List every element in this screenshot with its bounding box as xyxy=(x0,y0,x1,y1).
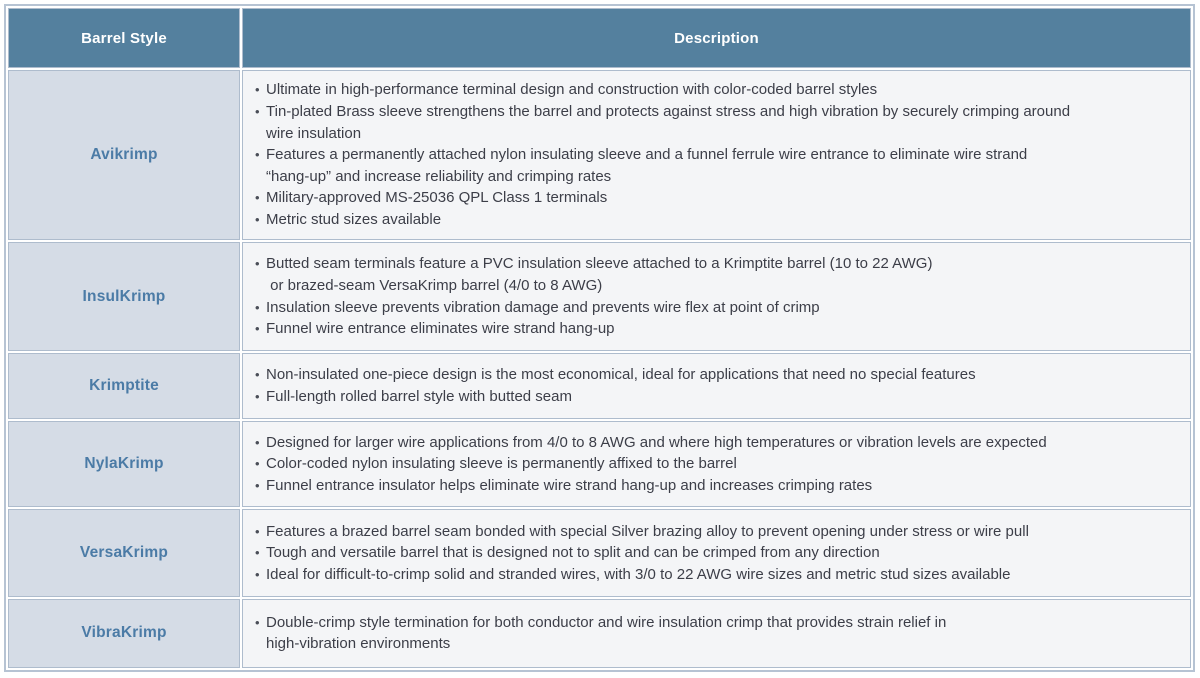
table-row-insulkrimp: InsulKrimp Butted seam terminals feature… xyxy=(8,241,1191,352)
bullet-item: Funnel entrance insulator helps eliminat… xyxy=(253,475,1180,497)
barrel-style-description: Double-crimp style termination for both … xyxy=(242,598,1191,668)
bullet-item: Features a brazed barrel seam bonded wit… xyxy=(253,521,1180,543)
barrel-style-name: NylaKrimp xyxy=(8,420,240,508)
bullet-item: Metric stud sizes available xyxy=(253,209,1180,231)
bullet-item: Military-approved MS-25036 QPL Class 1 t… xyxy=(253,187,1180,209)
bullet-item: Ideal for difficult-to-crimp solid and s… xyxy=(253,564,1180,586)
barrel-style-name: InsulKrimp xyxy=(8,241,240,352)
bullet-item: Tough and versatile barrel that is desig… xyxy=(253,542,1180,564)
bullet-item: Ultimate in high-performance terminal de… xyxy=(253,79,1180,101)
table-row-nylakrimp: NylaKrimp Designed for larger wire appli… xyxy=(8,420,1191,508)
bullet-item: Butted seam terminals feature a PVC insu… xyxy=(253,253,1180,296)
barrel-style-name: Krimptite xyxy=(8,353,240,419)
table-header-row: Barrel Style Description xyxy=(8,8,1191,68)
bullet-item: Features a permanently attached nylon in… xyxy=(253,144,1180,187)
bullet-item: Funnel wire entrance eliminates wire str… xyxy=(253,318,1180,340)
barrel-style-description: Ultimate in high-performance terminal de… xyxy=(242,70,1191,240)
bullet-item: Tin-plated Brass sleeve strengthens the … xyxy=(253,101,1180,144)
barrel-style-description: Designed for larger wire applications fr… xyxy=(242,420,1191,508)
bullet-item: Non-insulated one-piece design is the mo… xyxy=(253,364,1180,386)
header-description: Description xyxy=(242,8,1191,68)
barrel-style-name: VibraKrimp xyxy=(8,598,240,668)
barrel-style-table: Barrel Style Description Avikrimp Ultima… xyxy=(4,4,1195,672)
table-row-versakrimp: VersaKrimp Features a brazed barrel seam… xyxy=(8,509,1191,597)
bullet-item: Double-crimp style termination for both … xyxy=(253,612,1180,655)
bullet-item: Insulation sleeve prevents vibration dam… xyxy=(253,297,1180,319)
barrel-style-description: Non-insulated one-piece design is the mo… xyxy=(242,353,1191,419)
barrel-style-name: Avikrimp xyxy=(8,70,240,240)
table-row-avikrimp: Avikrimp Ultimate in high-performance te… xyxy=(8,70,1191,240)
bullet-item: Color-coded nylon insulating sleeve is p… xyxy=(253,453,1180,475)
bullet-item: Designed for larger wire applications fr… xyxy=(253,432,1180,454)
barrel-style-name: VersaKrimp xyxy=(8,509,240,597)
barrel-style-description: Butted seam terminals feature a PVC insu… xyxy=(242,241,1191,352)
barrel-style-description: Features a brazed barrel seam bonded wit… xyxy=(242,509,1191,597)
header-barrel-style: Barrel Style xyxy=(8,8,240,68)
table-row-krimptite: Krimptite Non-insulated one-piece design… xyxy=(8,353,1191,419)
table-row-vibrakrimp: VibraKrimp Double-crimp style terminatio… xyxy=(8,598,1191,668)
bullet-item: Full-length rolled barrel style with but… xyxy=(253,386,1180,408)
